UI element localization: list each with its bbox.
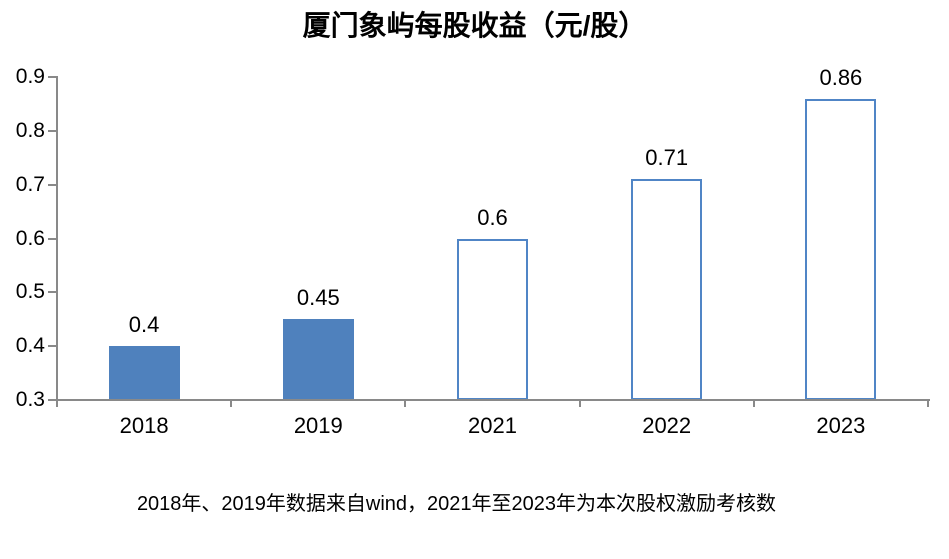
bar-value-label-2019: 0.45 — [296, 285, 340, 311]
x-axis-category-label-2021: 2021 — [468, 413, 517, 438]
x-axis-tick-mark — [56, 400, 58, 407]
y-axis-tick-mark — [48, 129, 57, 132]
y-axis-tick-mark — [48, 291, 57, 294]
y-axis-tick-label: 0.4 — [15, 334, 45, 358]
bar-value-label-2021: 0.6 — [477, 204, 508, 230]
y-axis-tick-label: 0.3 — [15, 388, 45, 411]
y-axis-tick-label: 0.8 — [15, 118, 45, 142]
x-axis-line — [56, 399, 930, 401]
y-axis-tick-mark — [48, 76, 57, 78]
chart-title: 厦门象屿每股收益（元/股） — [302, 10, 647, 41]
x-axis-tick-mark — [404, 400, 407, 407]
x-axis-category-label-2019: 2019 — [293, 413, 343, 438]
y-axis-tick-label: 0.5 — [15, 280, 45, 304]
bar-2018 — [108, 346, 180, 400]
bar-value-label-2022: 0.71 — [645, 145, 689, 171]
y-axis-tick-mark — [48, 345, 57, 348]
x-axis-tick-mark — [927, 400, 929, 407]
x-axis-category-label-2018: 2018 — [119, 413, 169, 438]
bar-2019 — [282, 319, 354, 400]
y-axis-tick-mark — [48, 399, 57, 401]
x-axis-category-label-2023: 2023 — [816, 413, 866, 438]
y-axis-tick-label: 0.9 — [15, 65, 45, 88]
y-axis-tick-mark — [48, 237, 57, 240]
x-axis-tick-mark — [230, 400, 233, 407]
x-axis-category-label-2022: 2022 — [642, 413, 692, 438]
bar-value-label-2023: 0.86 — [819, 64, 863, 90]
y-axis-line — [56, 76, 58, 401]
bar-2021 — [457, 238, 528, 400]
x-axis-tick-mark — [578, 400, 581, 407]
chart-footnote: 2018年、2019年数据来自wind，2021年至2023年为本次股权激励考核… — [136, 493, 777, 515]
bar-value-label-2018: 0.4 — [128, 312, 160, 338]
x-axis-tick-mark — [752, 400, 755, 407]
y-axis-tick-label: 0.7 — [15, 172, 45, 196]
y-axis-tick-label: 0.6 — [15, 226, 45, 250]
bar-2022 — [631, 179, 703, 400]
y-axis-tick-mark — [48, 183, 57, 186]
bar-2023 — [805, 98, 877, 400]
